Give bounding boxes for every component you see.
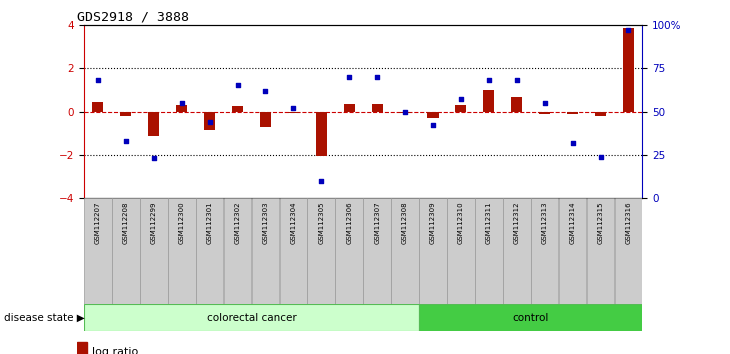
FancyBboxPatch shape [419,304,642,331]
Text: control: control [512,313,549,323]
Text: GSM112314: GSM112314 [569,201,575,244]
Text: GSM112207: GSM112207 [95,201,101,244]
Bar [288,112,299,113]
Text: GSM112316: GSM112316 [626,201,631,244]
FancyBboxPatch shape [419,198,447,304]
Bar [92,102,104,112]
Text: colorectal cancer: colorectal cancer [207,313,296,323]
Point [92,78,104,83]
Text: GSM112304: GSM112304 [291,201,296,244]
Text: GSM112302: GSM112302 [234,201,240,244]
Point [176,100,188,105]
FancyBboxPatch shape [447,198,474,304]
FancyBboxPatch shape [196,198,223,304]
FancyBboxPatch shape [475,198,503,304]
Point [315,178,327,184]
Text: GSM112310: GSM112310 [458,201,464,244]
Point [595,154,607,159]
FancyBboxPatch shape [223,198,251,304]
Point [288,105,299,111]
FancyBboxPatch shape [587,198,615,304]
Text: GSM112315: GSM112315 [598,201,604,244]
Text: GSM112208: GSM112208 [123,201,128,244]
Bar [511,97,523,112]
Point [372,74,383,80]
Point [623,27,634,33]
Bar [204,112,215,130]
Bar [567,112,578,114]
FancyBboxPatch shape [84,198,112,304]
FancyBboxPatch shape [558,198,586,304]
Text: GDS2918 / 3888: GDS2918 / 3888 [77,11,188,24]
FancyBboxPatch shape [503,198,531,304]
Text: GSM112299: GSM112299 [151,201,157,244]
Text: log ratio: log ratio [92,347,139,354]
FancyBboxPatch shape [112,198,139,304]
Text: GSM112312: GSM112312 [514,201,520,244]
Text: GSM112311: GSM112311 [486,201,492,244]
Text: GSM112313: GSM112313 [542,201,548,244]
FancyBboxPatch shape [531,198,558,304]
Point [427,122,439,128]
Bar [372,104,383,112]
Bar [148,112,159,136]
Bar [176,105,188,112]
Text: disease state ▶: disease state ▶ [4,313,85,323]
Point [483,78,495,83]
Text: GSM112306: GSM112306 [346,201,352,244]
Bar [539,112,550,114]
Point [566,140,578,145]
Bar [77,342,87,354]
FancyBboxPatch shape [280,198,307,304]
FancyBboxPatch shape [252,198,280,304]
FancyBboxPatch shape [364,198,391,304]
Text: GSM112300: GSM112300 [179,201,185,244]
FancyBboxPatch shape [84,304,419,331]
FancyBboxPatch shape [335,198,363,304]
Bar [456,105,466,112]
Point [455,97,466,102]
Bar [232,106,243,112]
Text: GSM112305: GSM112305 [318,201,324,244]
Point [120,138,131,144]
Point [511,78,523,83]
Bar [120,112,131,116]
Bar [344,104,355,112]
FancyBboxPatch shape [307,198,335,304]
FancyBboxPatch shape [140,198,168,304]
Bar [595,112,606,116]
Bar [427,112,439,118]
Text: GSM112307: GSM112307 [374,201,380,244]
Point [204,119,215,125]
Bar [623,28,634,112]
Text: GSM112308: GSM112308 [402,201,408,244]
Text: GSM112309: GSM112309 [430,201,436,244]
Text: GSM112301: GSM112301 [207,201,212,244]
Point [343,74,355,80]
Bar [399,112,411,113]
Bar [483,90,494,112]
Point [260,88,272,93]
Point [539,100,550,105]
FancyBboxPatch shape [168,198,196,304]
Point [231,82,243,88]
Bar [260,112,271,127]
Bar [315,112,327,156]
FancyBboxPatch shape [615,198,642,304]
Point [148,155,160,161]
FancyBboxPatch shape [391,198,419,304]
Text: GSM112303: GSM112303 [263,201,269,244]
Point [399,109,411,114]
